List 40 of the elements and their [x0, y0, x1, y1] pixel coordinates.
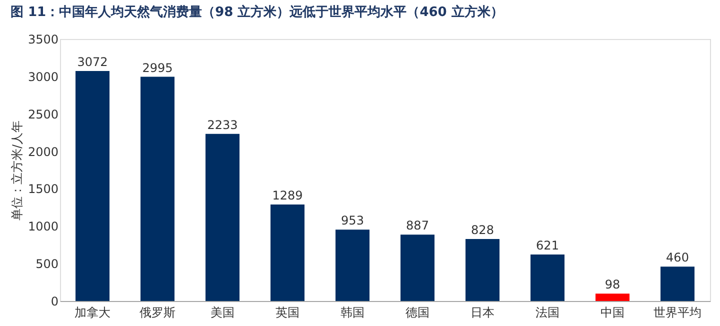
y-tick-label: 3000 [28, 70, 58, 84]
data-label: 3072 [77, 55, 108, 70]
y-tick-label: 0 [50, 294, 58, 308]
y-tick-label: 1500 [28, 182, 58, 196]
x-tick-label: 世界平均 [654, 306, 702, 320]
data-label: 2995 [142, 60, 173, 75]
data-label: 953 [341, 214, 364, 228]
x-tick-label: 加拿大 [74, 306, 110, 320]
data-label: 828 [471, 223, 494, 238]
y-axis-title: 单位：立方米/人年 [10, 120, 24, 221]
data-label: 2233 [207, 118, 238, 132]
bar [206, 134, 240, 301]
data-label: 460 [666, 250, 689, 265]
bar [336, 230, 370, 301]
bar [270, 204, 304, 301]
bar [400, 234, 434, 301]
y-tick-label: 500 [36, 257, 58, 272]
bar [76, 71, 110, 301]
x-tick-label: 德国 [406, 306, 430, 320]
x-tick-label: 法国 [536, 306, 560, 320]
x-tick-label: 韩国 [340, 306, 364, 320]
x-tick-label: 日本 [470, 306, 494, 320]
x-tick-label: 俄罗斯 [140, 306, 176, 320]
x-tick-label: 美国 [210, 306, 234, 320]
y-tick-label: 2500 [28, 107, 58, 122]
chart-title: 图 11：中国年人均天然气消费量（98 立方米）远低于世界平均水平（460 立方米） [10, 4, 504, 20]
y-tick-label: 3500 [28, 32, 58, 46]
bar [530, 254, 564, 301]
data-label: 621 [536, 238, 559, 253]
bar [466, 239, 500, 301]
bar [596, 294, 630, 301]
data-label: 887 [406, 218, 429, 233]
bar [140, 76, 174, 301]
data-label: 1289 [272, 188, 303, 203]
y-tick-label: 1000 [28, 220, 58, 234]
data-label: 98 [604, 278, 620, 292]
y-tick-label: 2000 [28, 144, 58, 159]
bar [660, 266, 694, 301]
x-tick-label: 英国 [276, 306, 300, 320]
x-tick-label: 中国 [600, 306, 624, 320]
